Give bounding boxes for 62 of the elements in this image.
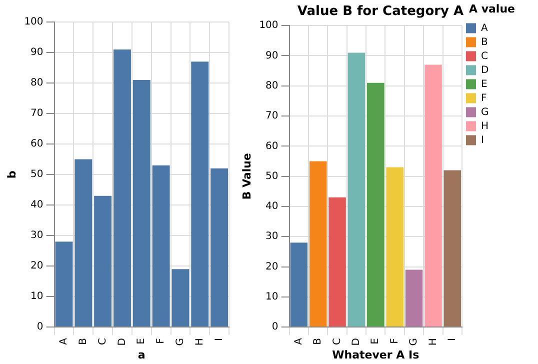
y-axis-title: b [5, 170, 18, 178]
x-tick-label: F [156, 338, 167, 344]
y-tick-label: 100 [24, 16, 44, 28]
bar [113, 49, 131, 327]
bar [132, 80, 150, 327]
y-tick-label: 90 [266, 50, 278, 62]
y-tick-label: 40 [30, 200, 44, 211]
x-tick-label: I [214, 338, 225, 342]
x-tick-label: A [293, 338, 304, 345]
y-tick-label: 90 [30, 47, 44, 58]
x-tick-label: D [351, 338, 362, 346]
bar [210, 168, 228, 327]
legend-label: B [481, 36, 488, 48]
bar [191, 62, 209, 327]
x-axis-title: Whatever A Is [332, 348, 420, 362]
y-tick-label: 0 [272, 322, 278, 333]
x-tick-label: H [428, 338, 439, 346]
x-tick-label: I [447, 338, 458, 342]
y-tick-label: 70 [266, 110, 278, 122]
x-tick-label: D [116, 338, 128, 346]
chart-title: Value B for Category A [297, 4, 464, 20]
y-axis-title: B Value [240, 153, 254, 200]
y-tick-label: 50 [30, 169, 44, 180]
legend-label: A [481, 22, 488, 34]
x-tick-label: G [175, 338, 186, 346]
legend-label: E [481, 78, 488, 90]
y-tick-label: 80 [266, 80, 278, 92]
y-tick-label: 10 [266, 292, 278, 302]
bar [74, 159, 92, 327]
legend-label: F [481, 92, 487, 104]
y-tick-label: 20 [266, 261, 278, 272]
x-axis-title: a [138, 348, 146, 362]
y-tick-label: 60 [266, 140, 278, 152]
legend-label: D [481, 64, 489, 76]
y-tick-label: 80 [30, 78, 44, 89]
x-tick-label: C [332, 338, 343, 346]
y-tick-label: 100 [259, 20, 278, 32]
legend-label: G [481, 106, 489, 118]
y-tick-label: 60 [30, 138, 44, 150]
legend-title: A value [469, 2, 515, 16]
legend-label: I [481, 134, 484, 146]
x-tick-label: G [408, 338, 420, 346]
x-tick-label: C [97, 338, 108, 346]
legend-label: H [481, 120, 489, 132]
x-tick-label: A [58, 338, 70, 345]
x-tick-label: B [312, 338, 324, 345]
y-tick-label: 30 [30, 230, 44, 242]
y-tick-label: 20 [30, 260, 44, 272]
y-tick-label: 0 [36, 322, 44, 333]
y-tick-label: 70 [30, 108, 44, 120]
bar [94, 196, 112, 327]
x-tick-label: E [370, 338, 382, 344]
x-tick-label: B [78, 338, 89, 345]
x-tick-label: F [389, 338, 400, 344]
y-tick-label: 30 [266, 231, 278, 242]
y-tick-label: 10 [30, 291, 44, 302]
bar [55, 242, 73, 327]
x-tick-label: E [136, 338, 148, 344]
x-tick-label: H [194, 338, 206, 346]
y-tick-label: 50 [266, 170, 278, 182]
legend-label: C [481, 50, 488, 62]
y-tick-label: 40 [266, 201, 278, 212]
